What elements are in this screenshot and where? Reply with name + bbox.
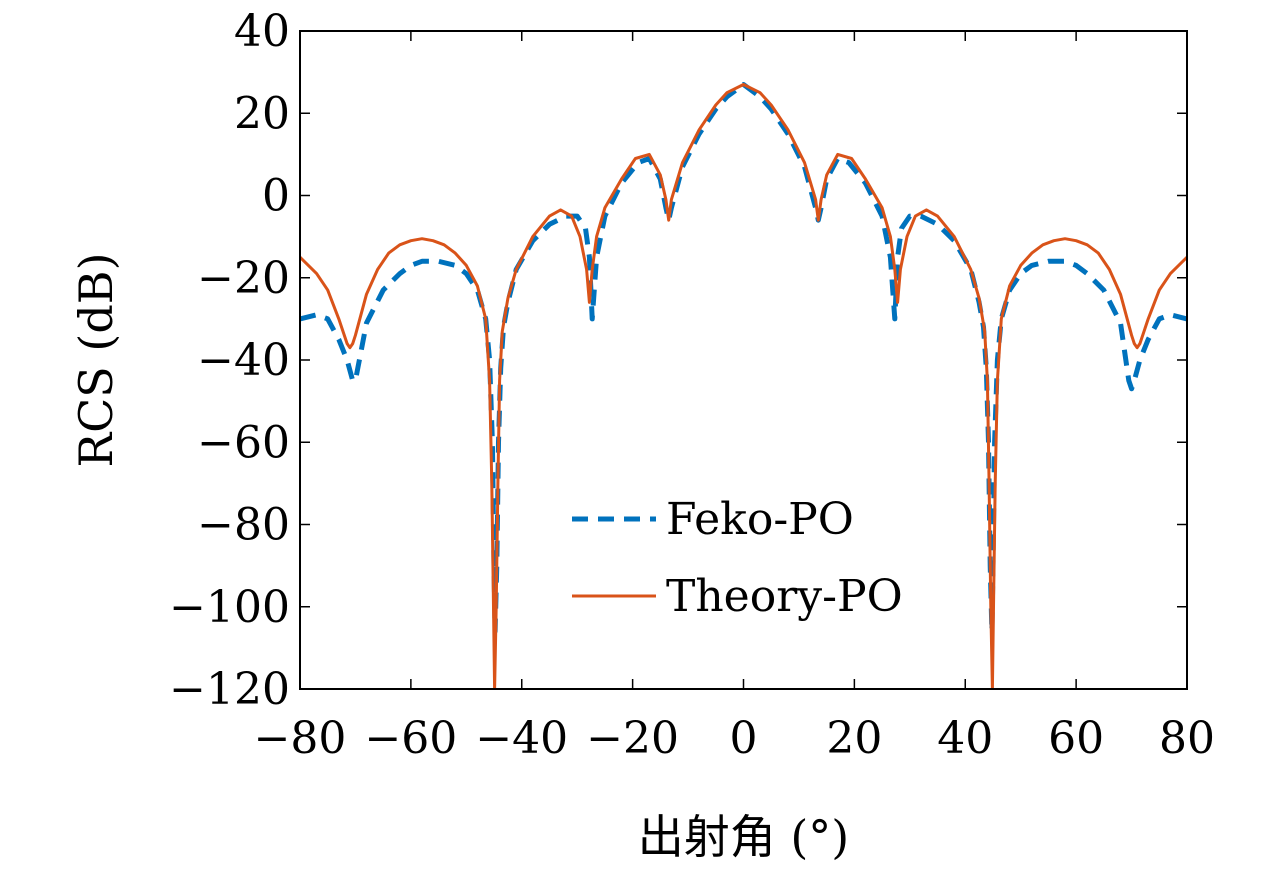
x-axis-label: 出射角 (°) [638, 810, 850, 864]
y-tick-label: −120 [169, 664, 290, 715]
ticks-layer [299, 30, 1188, 690]
y-tick-label: −20 [197, 253, 290, 304]
x-tick-label: −80 [254, 713, 347, 764]
x-tick-label: 40 [937, 713, 993, 764]
x-tick-label: 80 [1159, 713, 1215, 764]
x-tick-label: 0 [730, 713, 758, 764]
y-tick-label: −80 [197, 500, 290, 551]
y-tick-label: 40 [234, 6, 290, 57]
y-tick-label: −40 [197, 335, 290, 386]
legend-label-theory-po: Theory-PO [666, 571, 903, 622]
x-tick-label: −40 [475, 713, 568, 764]
x-tick-label: −60 [364, 713, 457, 764]
y-tick-label: −100 [169, 582, 290, 633]
y-tick-label: −60 [197, 417, 290, 468]
y-axis-label: RCS (dB) [69, 252, 123, 467]
legend-label-feko-po: Feko-PO [666, 494, 854, 545]
x-tick-label: −20 [586, 713, 679, 764]
y-tick-label: 0 [262, 171, 290, 222]
y-tick-label: 20 [234, 88, 290, 139]
legend: Feko-PO Theory-PO [572, 494, 903, 622]
x-tick-label: 60 [1048, 713, 1104, 764]
series-layer [300, 82, 1187, 689]
series-line-theory-po [300, 83, 1187, 689]
tick-labels-layer: −80 −60 −40 −20 0 20 40 60 8040200−20−40−60−80−1… [169, 6, 1215, 764]
series-line-feko-po [300, 82, 1187, 634]
x-tick-label: 20 [826, 713, 882, 764]
